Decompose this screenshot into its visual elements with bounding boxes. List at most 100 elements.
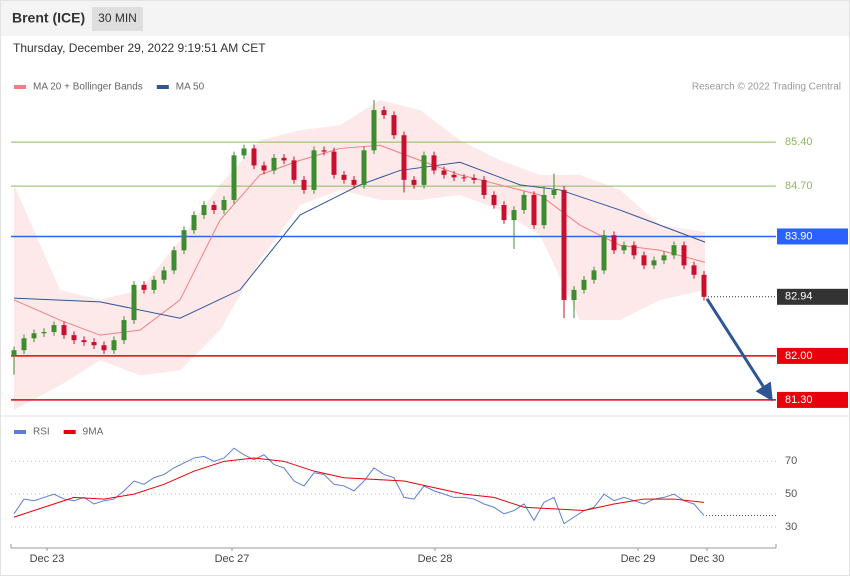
candle-body xyxy=(91,342,97,346)
legend-swatch xyxy=(63,430,76,434)
candle-body xyxy=(41,332,47,334)
legend-swatch xyxy=(14,430,26,434)
level-label-box xyxy=(777,288,848,305)
candle-body xyxy=(101,345,107,351)
candle-body xyxy=(421,155,427,185)
candle-body xyxy=(221,199,227,211)
candle-body xyxy=(621,245,627,251)
candle-body xyxy=(21,338,27,351)
candle-body xyxy=(391,115,397,136)
candle-body xyxy=(111,340,117,351)
candle-body xyxy=(311,150,317,190)
timestamp: Thursday, December 29, 2022 9:19:51 AM C… xyxy=(13,41,266,55)
x-tick-label: Dec 30 xyxy=(690,553,725,565)
candle-body xyxy=(331,151,337,175)
candle-body xyxy=(51,325,57,333)
candle-body xyxy=(681,245,687,266)
legend-label: MA 50 xyxy=(176,82,205,93)
series-line xyxy=(13,144,706,336)
candle-body xyxy=(241,148,247,156)
candle-body xyxy=(121,320,127,341)
candle-body xyxy=(551,189,557,195)
candle-body xyxy=(341,174,347,180)
candle-body xyxy=(471,177,477,180)
x-tick-label: Dec 29 xyxy=(621,553,656,565)
candle-body xyxy=(531,194,537,226)
candle-body xyxy=(521,194,527,211)
candle-body xyxy=(261,165,267,171)
candle-body xyxy=(301,179,307,190)
timeframe-badge[interactable] xyxy=(92,7,143,31)
candle-body xyxy=(251,148,257,166)
level-label: 85.40 xyxy=(785,136,813,148)
candle-body xyxy=(11,350,17,356)
candle-body xyxy=(211,205,217,211)
candle-body xyxy=(351,179,357,185)
candle-body xyxy=(641,255,647,266)
candle-body xyxy=(511,210,517,221)
candle-body xyxy=(361,150,367,185)
legend-label: MA 20 + Bollinger Bands xyxy=(33,82,143,93)
candle-body xyxy=(701,274,707,297)
bollinger-band xyxy=(14,100,705,410)
candle-body xyxy=(191,215,197,231)
candle-body xyxy=(401,135,407,180)
series-line xyxy=(13,447,705,525)
candle-body xyxy=(411,179,417,185)
legend-swatch xyxy=(156,85,169,89)
candle-body xyxy=(131,284,137,321)
y-tick-label: 50 xyxy=(785,488,797,500)
candle-body xyxy=(231,155,237,200)
level-label: 83.90 xyxy=(785,230,813,242)
instrument-title: Brent (ICE) xyxy=(12,10,85,26)
candle-body xyxy=(461,177,467,179)
candle-body xyxy=(71,335,77,341)
candle-body xyxy=(171,250,177,271)
series-line xyxy=(13,457,705,518)
candle-body xyxy=(81,340,87,343)
level-label: 82.00 xyxy=(785,350,813,362)
candle-body xyxy=(671,245,677,256)
candle-body xyxy=(441,170,447,175)
candle-body xyxy=(281,157,287,161)
candle-body xyxy=(271,157,277,171)
candle-body xyxy=(321,150,327,152)
copyright: Research © 2022 Trading Central xyxy=(692,82,841,93)
candle-body xyxy=(161,270,167,280)
legend-label: RSI xyxy=(33,427,50,438)
candle-body xyxy=(611,235,617,251)
timeframe: 30 MIN xyxy=(98,11,137,25)
level-label: 84.70 xyxy=(785,180,813,192)
candle-body xyxy=(381,110,387,116)
candle-body xyxy=(661,255,667,261)
candle-body xyxy=(561,189,567,300)
candle-body xyxy=(451,174,457,178)
legend-swatch xyxy=(14,85,26,89)
candle-body xyxy=(141,284,147,290)
candle-body xyxy=(371,110,377,151)
projection-arrow xyxy=(705,297,773,402)
candle-body xyxy=(201,205,207,216)
x-tick-label: Dec 23 xyxy=(30,553,65,565)
level-label-box xyxy=(777,391,848,408)
candle-body xyxy=(601,235,607,271)
candle-body xyxy=(541,194,547,226)
candle-body xyxy=(691,265,697,275)
candle-body xyxy=(481,179,487,195)
candle-body xyxy=(151,279,157,290)
candle-body xyxy=(431,155,437,171)
legend-label: 9MA xyxy=(83,427,104,438)
candle-body xyxy=(491,194,497,206)
level-label: 82.94 xyxy=(785,291,813,303)
y-tick-label: 30 xyxy=(785,521,797,533)
level-label-box xyxy=(777,347,848,364)
x-tick-label: Dec 28 xyxy=(418,553,453,565)
candle-body xyxy=(591,270,597,280)
level-label: 81.30 xyxy=(785,394,813,406)
candle-body xyxy=(571,289,577,300)
candle-body xyxy=(631,245,637,256)
candle-body xyxy=(581,279,587,290)
x-tick-label: Dec 27 xyxy=(215,553,250,565)
candle-body xyxy=(181,230,187,251)
